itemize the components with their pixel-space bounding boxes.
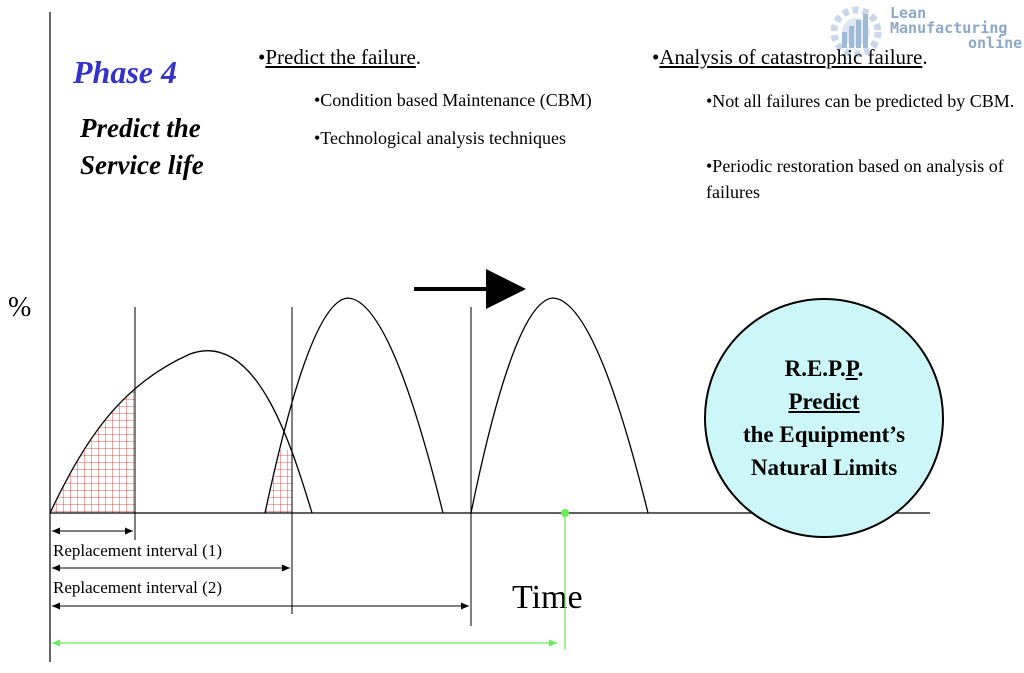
phase-title: Phase 4 <box>73 54 177 90</box>
heading-text: Predict the failure <box>265 45 416 69</box>
repp-predict: Predict <box>788 389 860 414</box>
replacement-interval-1-label: Replacement interval (1) <box>53 541 222 560</box>
bullet-glyph: • <box>652 45 660 69</box>
interval-2-arrow <box>52 564 290 572</box>
cbm-limit-item: •Not all failures can be predicted by CB… <box>706 91 1015 111</box>
failure-area-hatch-2 <box>265 450 292 513</box>
heading-period: . <box>415 45 422 69</box>
replacement-interval-2-label: Replacement interval (2) <box>53 578 222 597</box>
gear-chart-icon <box>830 6 882 58</box>
logo-word-online: online <box>968 34 1023 52</box>
failure-curve-3 <box>470 297 649 514</box>
repp-line-3: the Equipment’s <box>742 422 906 447</box>
x-axis-label: Time <box>512 579 583 616</box>
heading-period: . <box>922 45 928 69</box>
failure-area-hatch-1 <box>50 388 135 513</box>
catastrophic-failure-heading: •Analysis of catastrophic failure. <box>652 45 928 70</box>
periodic-restoration-item: •Periodic restoration based on analysis … <box>706 156 1004 202</box>
cbm-item: •Condition based Maintenance (CBM) <box>314 90 592 110</box>
logo-word-lean: Lean <box>890 4 927 22</box>
subtitle-line-2: Service life <box>80 150 204 180</box>
repp-line-4: Natural Limits <box>750 455 898 480</box>
failure-curve-2 <box>264 297 444 514</box>
heading-text: Analysis of catastrophic failure <box>659 45 923 69</box>
interval-1-arrow <box>52 527 133 535</box>
lean-manufacturing-logo: Lean Manufacturing online <box>828 2 1024 60</box>
predict-failure-heading: •Predict the failure. <box>258 45 421 70</box>
subtitle-line-1: Predict the <box>80 113 201 143</box>
repp-acronym: R.E.P.P. <box>785 352 864 385</box>
repp-acronym-prefix: R.E.P. <box>784 356 846 381</box>
y-axis-label: % <box>8 292 32 323</box>
repp-acronym-underlined-letter: P <box>845 356 858 381</box>
logo-word-manufacturing: Manufacturing <box>890 19 1008 37</box>
repp-acronym-suffix: . <box>857 356 864 381</box>
predicted-life-arrow <box>52 509 569 650</box>
tech-analysis-item: •Technological analysis techniques <box>314 128 566 148</box>
bullet-glyph: • <box>258 45 266 69</box>
failure-curve-1 <box>49 350 313 514</box>
repp-circle: R.E.P.P. Predict the Equipment’s Natural… <box>704 298 944 538</box>
phase-subtitle: Predict the Service life <box>80 110 204 184</box>
interval-3-arrow <box>52 602 469 610</box>
